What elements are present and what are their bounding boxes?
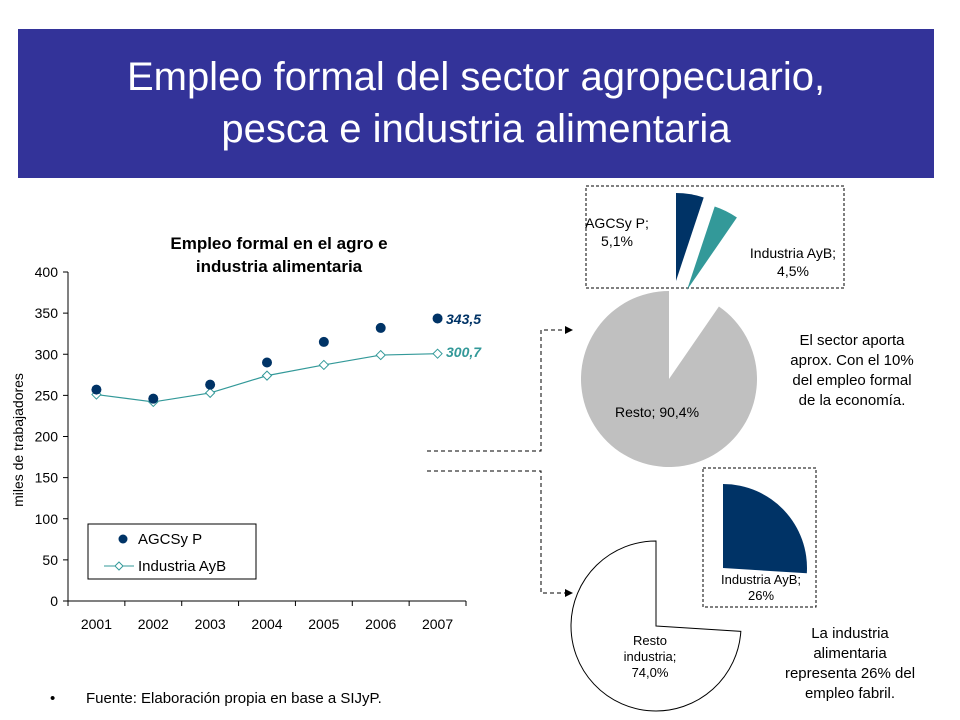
- legend-marker-industria: [114, 561, 124, 571]
- economy-note: El sector aporta aprox. Con el 10% del e…: [767, 331, 937, 411]
- slice-label-resto: Resto; 90,4%: [615, 404, 699, 420]
- slice-label-resto-industria-2: industria;: [624, 649, 677, 664]
- point-industria: [261, 370, 273, 381]
- page-title-line-2: pesca e industria alimentaria: [221, 107, 731, 151]
- arrow-economy: [565, 326, 573, 334]
- pie-slice-resto: [581, 291, 757, 467]
- point-agcsyp: [262, 357, 272, 368]
- factory-pie: [570, 484, 807, 712]
- slice-label-industria: Industria AyB;: [750, 245, 836, 261]
- factory-note-line: empleo fabril.: [804, 685, 896, 702]
- point-industria: [375, 349, 386, 361]
- y-tick-label: 350: [35, 305, 59, 321]
- point-industria: [318, 359, 330, 371]
- y-tick-label: 150: [35, 470, 59, 486]
- line-chart-title-2: industria alimentaria: [196, 257, 363, 276]
- point-industria: [204, 387, 216, 399]
- slice-label-resto-industria-1: Resto: [633, 633, 667, 648]
- x-tick-label: 2001: [81, 616, 112, 632]
- y-tick-label: 100: [35, 511, 59, 527]
- pie-slice-industria: [687, 206, 737, 290]
- y-tick-label: 300: [35, 346, 59, 362]
- economy-note-line: del empleo formal: [792, 372, 912, 389]
- y-tick-label: 250: [35, 387, 59, 403]
- x-tick-label: 2004: [251, 616, 282, 632]
- x-tick-label: 2005: [308, 616, 339, 632]
- page-title-line-1: Empleo formal del sector agropecuario,: [126, 55, 826, 99]
- y-tick-label: 50: [42, 552, 58, 568]
- end-label-agcsyp: 343,5: [446, 311, 481, 327]
- pie-slice-resto-industria: [570, 540, 742, 712]
- arrow-factory: [565, 589, 573, 597]
- connector-to-economy-pie: [427, 329, 565, 452]
- legend-label-industria: Industria AyB: [138, 558, 226, 575]
- pie-slice-agcsyp: [676, 193, 704, 281]
- line-chart-title-1: Empleo formal en el agro e: [170, 234, 387, 253]
- legend-marker-agcsyp: [118, 534, 128, 544]
- point-agcsyp: [91, 384, 102, 395]
- economy-note-line: aprox. Con el 10%: [790, 352, 914, 369]
- slice-value-industria-factory: 26%: [748, 588, 774, 603]
- line-chart-legend: AGCSy P Industria AyB: [87, 523, 257, 580]
- slice-label-agcsyp: AGCSy P;: [585, 215, 649, 231]
- x-tick-label: 2006: [365, 616, 396, 632]
- exploded-industria-box: [702, 467, 817, 608]
- title-banner: Empleo formal del sector agropecuario, p…: [18, 29, 934, 178]
- end-label-industria: 300,7: [446, 344, 482, 360]
- slice-label-resto-name: Resto;: [615, 404, 655, 420]
- point-agcsyp: [318, 336, 329, 347]
- point-agcsyp: [432, 313, 443, 324]
- slice-value-agcsyp: 5,1%: [601, 233, 633, 249]
- pie-slice-industria-factory: [723, 484, 807, 574]
- y-axis-label: miles de trabajadores: [10, 373, 26, 507]
- y-tick-label: 0: [50, 593, 58, 609]
- x-tick-label: 2007: [422, 616, 453, 632]
- connector-lines: [427, 329, 565, 594]
- point-agcsyp: [375, 322, 386, 333]
- point-agcsyp: [205, 379, 216, 390]
- factory-note-line: La industria: [811, 625, 889, 642]
- page-title: Empleo formal del sector agropecuario, p…: [18, 51, 934, 155]
- factory-note: La industria alimentaria representa 26% …: [760, 624, 940, 704]
- factory-note-line: alimentaria: [813, 645, 887, 662]
- x-tick-label: 2003: [195, 616, 226, 632]
- economy-pie: [581, 193, 757, 467]
- point-industria: [432, 348, 443, 359]
- slice-value-industria: 4,5%: [777, 263, 809, 279]
- slice-value-resto: 90,4%: [659, 404, 699, 420]
- legend-box: [87, 523, 257, 580]
- series-agcsyp: [91, 313, 443, 404]
- economy-note-line: de la economía.: [798, 392, 906, 409]
- bullet-icon: •: [50, 690, 56, 707]
- y-tick-label: 200: [35, 429, 59, 445]
- connector-to-factory-pie: [427, 470, 565, 594]
- source-note: • Fuente: Elaboración propia en base a SI…: [50, 690, 382, 707]
- x-tick-label: 2002: [138, 616, 169, 632]
- slice-value-resto-industria: 74,0%: [632, 665, 669, 680]
- y-tick-label: 400: [35, 264, 59, 280]
- slice-label-industria-factory: Industria AyB;: [721, 572, 801, 587]
- factory-note-line: representa 26% del: [784, 665, 916, 682]
- point-agcsyp: [148, 393, 159, 404]
- legend-label-agcsyp: AGCSy P: [138, 531, 202, 548]
- economy-note-line: El sector aporta: [799, 332, 905, 349]
- line-chart-axes: 0 50 100 150 200 250 300 350 400 2001 2002 2003 2004…: [35, 264, 467, 632]
- source-text: Fuente: Elaboración propia en base a SIJ…: [86, 690, 382, 707]
